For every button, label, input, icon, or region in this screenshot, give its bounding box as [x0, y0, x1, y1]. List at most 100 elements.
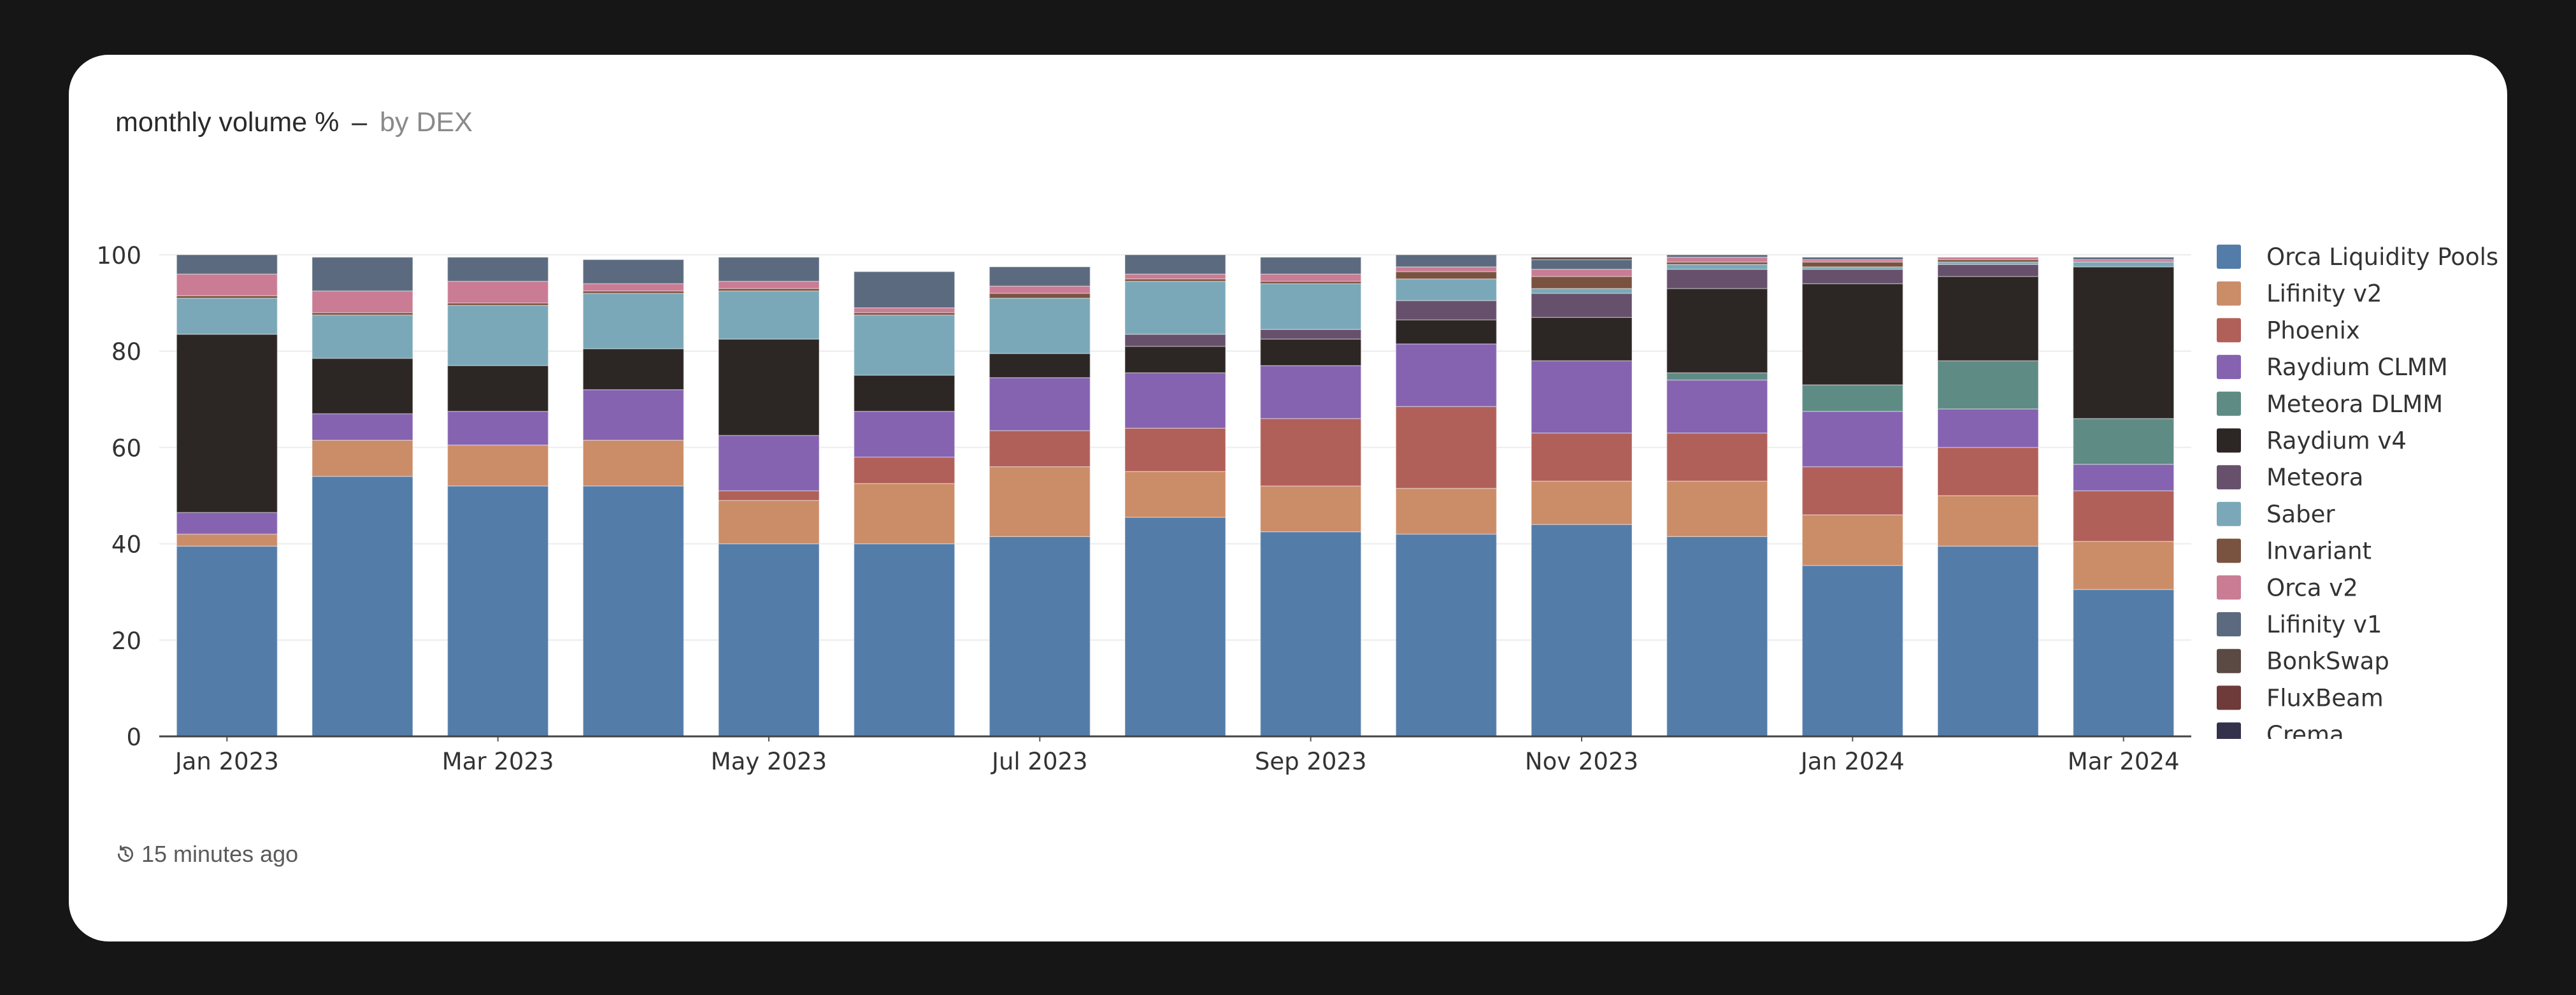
- bar-segment: [1259, 338, 1362, 366]
- legend-swatch: [2217, 428, 2241, 453]
- chart-title-separator: –: [352, 107, 368, 138]
- bar-segment: [718, 543, 820, 737]
- bar-segment: [1937, 495, 2039, 547]
- bar-segment: [2072, 490, 2175, 542]
- bar-segment: [853, 456, 955, 484]
- legend-label: BonkSwap: [2266, 648, 2389, 675]
- bar-segment: [718, 434, 820, 492]
- bar-segment: [1259, 418, 1362, 487]
- y-tick-label: 0: [126, 724, 141, 751]
- bar-segment: [853, 314, 955, 376]
- bar-segment: [989, 285, 1091, 294]
- bar-segment: [1259, 257, 1362, 275]
- x-tick-label: May 2023: [711, 748, 827, 775]
- legend-swatch: [2217, 685, 2241, 710]
- bar-segment: [447, 304, 549, 366]
- bar-segment: [1801, 514, 1904, 566]
- bar-segment: [582, 290, 685, 294]
- bar-segment: [718, 257, 820, 282]
- legend-swatch: [2217, 391, 2241, 416]
- bar-segment: [1259, 329, 1362, 340]
- bar-segment: [447, 257, 549, 282]
- legend-label: Meteora: [2266, 464, 2363, 491]
- bar-segment: [311, 440, 413, 477]
- bar-segment: [311, 357, 413, 415]
- bar-segment: [447, 365, 549, 412]
- bar-segment: [1124, 345, 1226, 373]
- bar-segment: [1531, 432, 1633, 482]
- legend-swatch: [2217, 501, 2241, 526]
- bar-segment: [582, 259, 685, 285]
- bar-segment: [176, 545, 278, 737]
- bar-segment: [1666, 536, 1768, 737]
- bar-segment: [1666, 264, 1768, 270]
- bar-segment: [1124, 471, 1226, 518]
- legend: Orca Liquidity Pools Lifinity v2 Phoenix Ra…: [2217, 243, 2498, 748]
- bar-segment: [447, 410, 549, 446]
- legend-label: Crema: [2266, 721, 2344, 748]
- legend-swatch: [2217, 612, 2241, 636]
- bar-segment: [853, 483, 955, 545]
- legend-swatch: [2217, 538, 2241, 563]
- bar-segment: [718, 338, 820, 436]
- bar-segment: [176, 533, 278, 547]
- legend-label: Invariant: [2266, 538, 2372, 565]
- bar-segment: [718, 280, 820, 289]
- bar-segment: [2072, 464, 2175, 492]
- bar-segment: [1801, 268, 1904, 285]
- bar-segment: [989, 292, 1091, 299]
- bar-segment: [989, 266, 1091, 287]
- bar-segment: [176, 295, 278, 299]
- last-updated-text: 15 minutes ago: [141, 841, 299, 867]
- bar-segment: [1666, 257, 1768, 263]
- bar-segment: [1666, 432, 1768, 482]
- bar-segment: [582, 283, 685, 292]
- bar-segment: [311, 476, 413, 737]
- bar-segment: [1666, 254, 1768, 258]
- bar-segment: [1666, 480, 1768, 538]
- bar-segment: [1531, 259, 1633, 270]
- bar-segment: [989, 297, 1091, 354]
- bar-segment: [2072, 266, 2175, 419]
- y-tick-label: 20: [111, 627, 141, 655]
- legend-label: Orca Liquidity Pools: [2266, 243, 2498, 271]
- bar-segment: [1531, 360, 1633, 434]
- bar-segment: [853, 410, 955, 458]
- bar-segment: [1937, 360, 2039, 410]
- bar-segment: [1395, 487, 1498, 535]
- bar-segment: [1937, 447, 2039, 496]
- bar-segment: [989, 377, 1091, 431]
- chart-title-main: monthly volume %: [115, 107, 340, 138]
- bar-segment: [2072, 257, 2175, 261]
- bar-segment: [2072, 541, 2175, 591]
- y-tick-label: 100: [96, 242, 141, 269]
- bar-segment: [447, 302, 549, 306]
- bar-segment: [1801, 410, 1904, 468]
- legend-swatch: [2217, 245, 2241, 269]
- bar-segment: [582, 292, 685, 350]
- legend-label: Phoenix: [2266, 317, 2360, 344]
- bar-segment: [1124, 372, 1226, 429]
- bar-segment: [176, 273, 278, 297]
- bar-segment: [311, 413, 413, 441]
- bar-segment: [1531, 288, 1633, 294]
- bar-segment: [1531, 268, 1633, 277]
- chart-title-sub: by DEX: [380, 107, 473, 138]
- bar-segment: [1666, 379, 1768, 434]
- bar-segment: [582, 348, 685, 390]
- bar-segment: [1395, 254, 1498, 268]
- bar-segment: [1801, 283, 1904, 385]
- bar-segment: [311, 257, 413, 292]
- legend-swatch: [2217, 281, 2241, 306]
- bar-segment: [1124, 254, 1226, 275]
- bar-segment: [1259, 531, 1362, 737]
- x-tick-label: Jan 2024: [1800, 748, 1905, 775]
- bar-segment: [1531, 292, 1633, 319]
- legend-swatch: [2217, 355, 2241, 380]
- bar-segment: [989, 466, 1091, 538]
- bar-segment: [1937, 264, 2039, 277]
- bar-segment: [1937, 276, 2039, 362]
- bar-segment: [1124, 273, 1226, 280]
- bar-segment: [582, 389, 685, 441]
